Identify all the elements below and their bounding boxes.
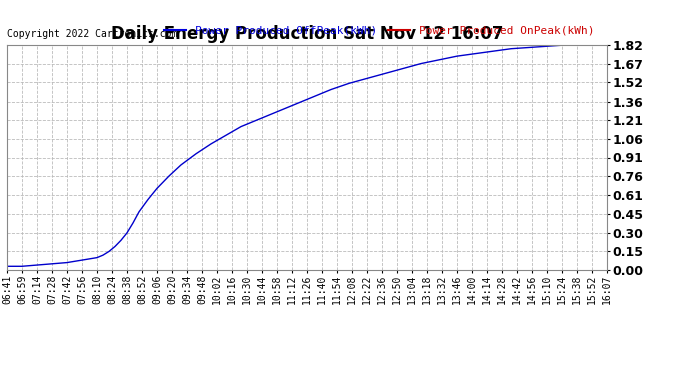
Legend: Power Produced OffPeak(kWh), Power Produced OnPeak(kWh): Power Produced OffPeak(kWh), Power Produ… [159, 21, 599, 40]
Title: Daily Energy Production Sat Nov 12 16:07: Daily Energy Production Sat Nov 12 16:07 [111, 26, 503, 44]
Text: Copyright 2022 Cartronics.com: Copyright 2022 Cartronics.com [7, 29, 177, 39]
